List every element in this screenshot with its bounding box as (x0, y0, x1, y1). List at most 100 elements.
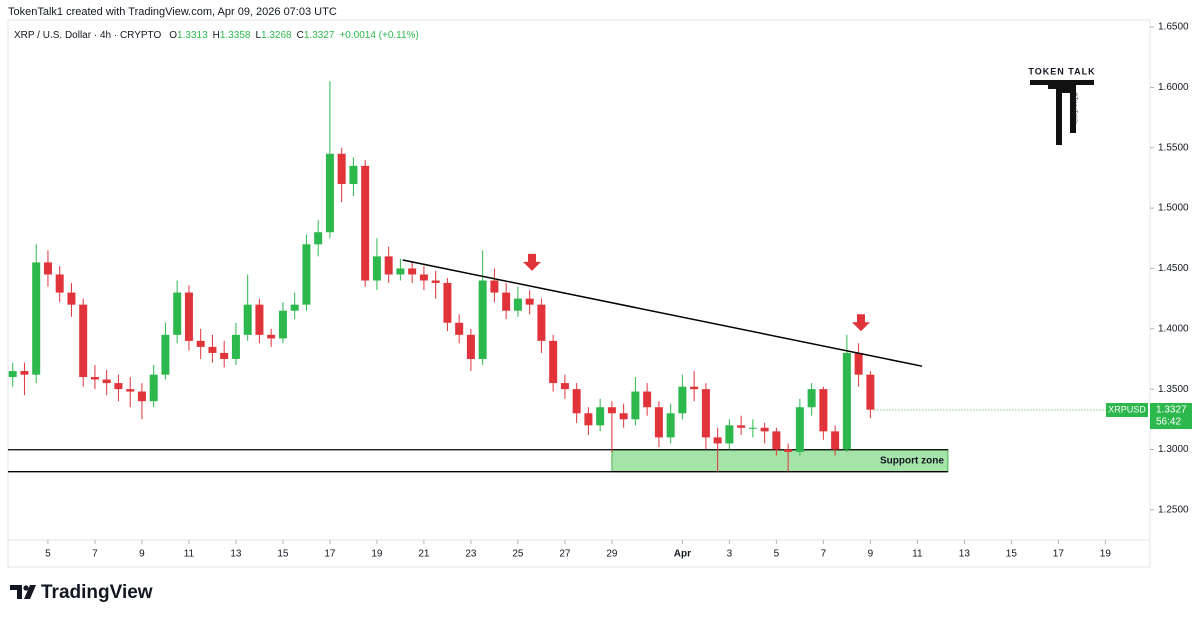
x-tick-label: 13 (959, 549, 971, 560)
candle-body (537, 304, 546, 341)
candle-body (678, 386, 687, 414)
candle-body (502, 292, 511, 311)
trendline (402, 259, 923, 367)
candle-body (55, 274, 64, 293)
candle-body (748, 427, 757, 429)
x-tick-label: 27 (559, 549, 571, 560)
symbol-tag-label: XRPUSD (1108, 404, 1146, 414)
y-tick-label: 1.5500 (1158, 142, 1189, 153)
candle-body (455, 322, 464, 335)
candle-body (43, 262, 52, 275)
candle-body (337, 153, 346, 184)
candle-body (866, 374, 875, 410)
candle-body (807, 389, 816, 408)
x-tick-label: 19 (371, 549, 383, 560)
candle-body (137, 391, 146, 402)
candle-body (466, 334, 475, 359)
candle-body (384, 256, 393, 275)
candle-body (161, 334, 170, 375)
legend-value: 1.3268 (261, 30, 292, 41)
legend-value: 1.3358 (220, 30, 251, 41)
candle-body (220, 352, 229, 359)
candle-body (831, 431, 840, 450)
candle-body (90, 377, 99, 380)
candle-body (208, 346, 217, 353)
candle-body (255, 304, 264, 335)
x-tick-label: 15 (277, 549, 289, 560)
legend: XRP / U.S. Dollar · 4h · CRYPTO O1.3313 H1… (14, 30, 419, 41)
candle-body (490, 280, 499, 293)
candle-body (819, 389, 828, 432)
symbol-tag (1106, 403, 1148, 418)
candle-body (126, 389, 135, 392)
logo-handle: @TokenTalk3x (1072, 92, 1078, 125)
price-tag (1150, 403, 1192, 430)
x-tick-label: 15 (1006, 549, 1018, 560)
candle-body (607, 407, 616, 414)
x-tick-label: 3 (727, 549, 733, 560)
y-tick-label: 1.4500 (1158, 263, 1189, 274)
arrow (523, 253, 542, 271)
y-tick-label: 1.3500 (1158, 384, 1189, 395)
x-tick-label: 5 (774, 549, 780, 560)
footer-icon-dot (23, 585, 29, 591)
candle-body (701, 389, 710, 438)
candle-body (584, 413, 593, 426)
y-tick-label: 1.6000 (1158, 82, 1189, 93)
candle-body (631, 391, 640, 420)
x-tick-label: 17 (324, 549, 336, 560)
candle-body (513, 298, 522, 311)
countdown-label: 56:42 (1156, 417, 1181, 428)
x-tick-label: 19 (1100, 549, 1112, 560)
candle-body (196, 340, 205, 347)
candle-body (725, 425, 734, 444)
candle-body (372, 256, 381, 281)
candle-body (325, 153, 334, 233)
candle-body (478, 280, 487, 359)
candle-body (619, 413, 628, 420)
candle-body (8, 371, 17, 378)
candle-body (408, 268, 417, 275)
candle-body (32, 262, 41, 375)
y-tick-label: 1.4000 (1158, 323, 1189, 334)
y-tick-label: 1.2500 (1158, 504, 1189, 515)
candle-body (349, 165, 358, 184)
candle-body (549, 340, 558, 384)
candle-body (102, 379, 111, 384)
candle-body (760, 427, 769, 432)
x-tick-label: 11 (184, 549, 195, 560)
legend-text: XRP / U.S. Dollar · 4h · CRYPTO O1.3313 H1… (14, 30, 419, 41)
candle-body (278, 310, 287, 339)
legend-value: 1.3313 (177, 30, 208, 41)
x-tick-label: 7 (821, 549, 827, 560)
candle-body (67, 292, 76, 305)
footer-icon (10, 585, 36, 599)
footer-brand: TradingView (41, 582, 153, 603)
candle-body (572, 389, 581, 414)
candle-body (231, 334, 240, 359)
candle-body (302, 244, 311, 305)
candle-body (419, 274, 428, 281)
legend-value: 1.3327 (304, 30, 335, 41)
legend-key: C (297, 30, 304, 41)
candle-body (654, 407, 663, 438)
footer: TradingView (10, 582, 153, 603)
candle-body (643, 391, 652, 408)
candle-body (525, 298, 534, 305)
logo-mark (1030, 80, 1094, 145)
candle-body (314, 232, 323, 245)
x-tick-label: 11 (912, 549, 923, 560)
candle-body (560, 383, 569, 390)
candle-body (596, 407, 605, 426)
candle-body (431, 280, 440, 283)
x-tick-label: 25 (512, 549, 524, 560)
candle-body (690, 386, 699, 390)
x-tick-label: 21 (418, 549, 430, 560)
x-tick-label: 29 (606, 549, 618, 560)
candle-body (772, 431, 781, 450)
candle-body (396, 268, 405, 275)
x-tick-label: 17 (1053, 549, 1065, 560)
candle-body (267, 334, 276, 339)
x-tick-label: 7 (92, 549, 98, 560)
